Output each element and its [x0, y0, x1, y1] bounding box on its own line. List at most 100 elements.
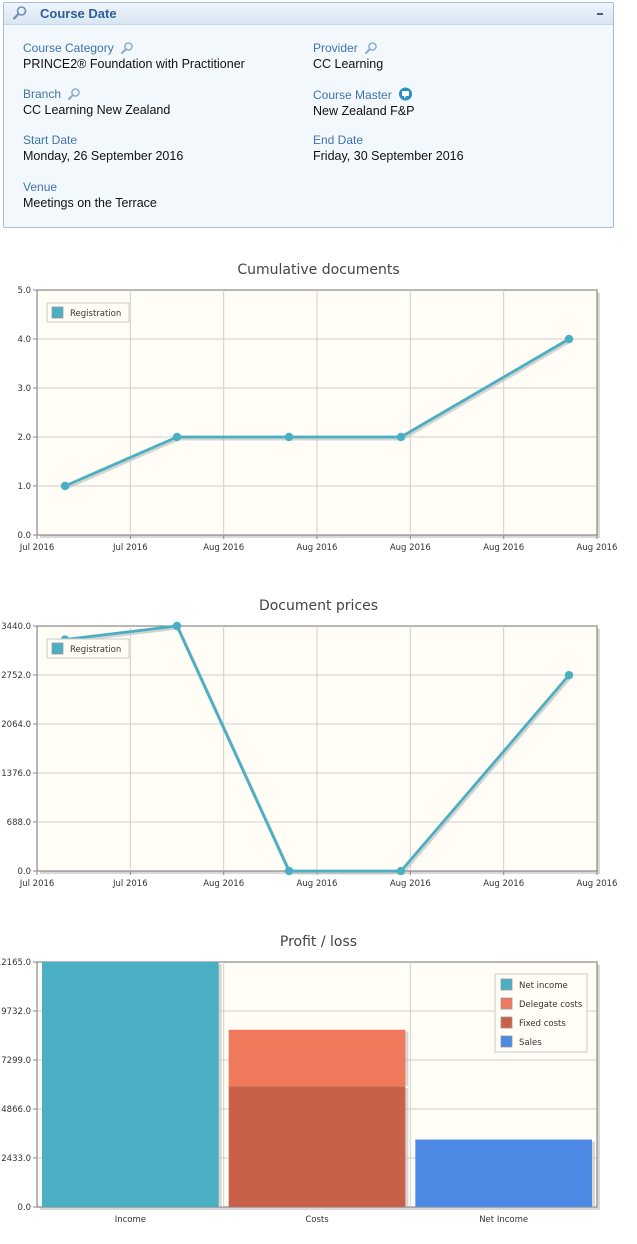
legend: Registration — [46, 638, 130, 659]
venue-value: Meetings on the Terrace — [23, 196, 157, 210]
provider-label: Provider — [313, 40, 358, 55]
venue-field: Venue Meetings on the Terrace — [23, 179, 157, 211]
x-tick-label: Aug 2016 — [297, 879, 338, 889]
profit-loss-chart: 0.0 2433.0 4866.0 7299.0 9732.0 12165.0 Income… — [0, 958, 600, 1225]
chat-bubble-icon[interactable] — [398, 87, 413, 102]
legend-swatch — [500, 1035, 513, 1048]
bar-net-income — [42, 962, 219, 1207]
legend-box — [46, 638, 130, 659]
y-tick-label: 2.0 — [17, 433, 31, 443]
course-date-panel: Course Date Course Category PRINCE2® Fou… — [3, 2, 614, 228]
magnifier-icon[interactable] — [120, 41, 134, 55]
legend-swatch — [51, 642, 64, 655]
cumulative-documents-chart: 0.0 1.0 2.0 3.0 4.0 5.0 Jul 2016 Jul 2016 Aug 20… — [17, 286, 618, 553]
y-tick-label: 12165.0 — [0, 958, 31, 968]
x-tick-label: Aug 2016 — [297, 543, 338, 553]
legend-label: Sales — [519, 1038, 542, 1048]
course-category-label: Course Category — [23, 40, 114, 55]
collapse-button[interactable] — [594, 7, 606, 19]
bar-delegate-costs — [228, 1029, 406, 1087]
x-tick-label: Jul 2016 — [112, 543, 148, 553]
x-tick-label: Aug 2016 — [577, 543, 618, 553]
start-date-field: Start Date Monday, 26 September 2016 — [23, 132, 184, 164]
y-tick-label: 2433.0 — [1, 1154, 31, 1164]
course-master-value: New Zealand F&P — [313, 104, 415, 118]
legend-swatch — [51, 306, 64, 319]
course-master-label: Course Master — [313, 87, 392, 102]
x-tick-label: Jul 2016 — [112, 879, 148, 889]
data-point — [284, 432, 294, 442]
bar-fixed-costs — [228, 1086, 406, 1207]
branch-label: Branch — [23, 86, 62, 101]
panel-title: Course Date — [40, 6, 117, 21]
y-tick-label: 1.0 — [17, 482, 31, 492]
x-tick-label: Net Income — [479, 1215, 528, 1225]
legend: Registration — [46, 302, 130, 323]
x-tick-label: Income — [115, 1215, 146, 1225]
y-tick-label: 3.0 — [17, 384, 31, 394]
panel-header: Course Date — [4, 3, 613, 25]
provider-value: CC Learning — [313, 57, 384, 71]
y-tick-label: 3440.0 — [1, 622, 31, 632]
document-prices-chart: 0.0 688.0 1376.0 2064.0 2752.0 3440.0 Jul 2016… — [1, 621, 618, 889]
x-tick-label: Aug 2016 — [390, 543, 431, 553]
y-tick-label: 688.0 — [7, 818, 31, 828]
magnifier-icon[interactable] — [364, 41, 378, 55]
y-tick-label: 0.0 — [17, 867, 31, 877]
data-point — [172, 432, 182, 442]
branch-field: Branch CC Learning New Zealand — [23, 86, 171, 118]
legend-swatch — [500, 1016, 513, 1029]
legend-label: Net income — [519, 981, 568, 991]
data-point — [564, 334, 574, 344]
legend-label: Registration — [70, 309, 121, 319]
legend-box — [46, 302, 130, 323]
y-tick-label: 0.0 — [17, 1203, 31, 1213]
chart-title-prices: Document prices — [258, 598, 379, 614]
y-tick-label: 7299.0 — [1, 1056, 31, 1066]
x-tick-label: Aug 2016 — [203, 879, 244, 889]
x-tick-label: Aug 2016 — [577, 879, 618, 889]
magnifier-icon[interactable] — [67, 87, 81, 101]
x-tick-label: Aug 2016 — [203, 543, 244, 553]
y-tick-label: 9732.0 — [1, 1007, 31, 1017]
legend-label: Fixed costs — [519, 1019, 566, 1029]
end-date-label: End Date — [313, 132, 364, 147]
x-tick-label: Aug 2016 — [483, 543, 524, 553]
end-date-value: Friday, 30 September 2016 — [313, 149, 464, 163]
legend-swatch — [500, 997, 513, 1010]
y-tick-label: 2064.0 — [1, 720, 31, 730]
chart-title-cumulative: Cumulative documents — [237, 262, 400, 278]
data-point — [172, 621, 182, 631]
venue-label: Venue — [23, 179, 58, 194]
bar-sales — [415, 1139, 592, 1207]
start-date-label: Start Date — [23, 132, 78, 147]
data-point — [396, 866, 406, 876]
data-point — [284, 866, 294, 876]
y-tick-label: 1376.0 — [1, 769, 31, 779]
data-point — [396, 432, 406, 442]
x-tick-label: Aug 2016 — [390, 879, 431, 889]
end-date-field: End Date Friday, 30 September 2016 — [313, 132, 464, 164]
chart-title-profit: Profit / loss — [279, 934, 358, 950]
start-date-value: Monday, 26 September 2016 — [23, 149, 184, 163]
branch-value: CC Learning New Zealand — [23, 103, 171, 117]
legend-swatch — [500, 978, 513, 991]
x-tick-label: Aug 2016 — [483, 879, 524, 889]
search-icon[interactable] — [12, 5, 28, 26]
course-category-value: PRINCE2® Foundation with Practitioner — [23, 57, 245, 71]
provider-field: Provider CC Learning — [313, 40, 384, 72]
x-tick-label: Costs — [305, 1215, 329, 1225]
y-tick-label: 2752.0 — [1, 671, 31, 681]
y-tick-label: 0.0 — [17, 531, 31, 541]
x-tick-label: Jul 2016 — [19, 543, 55, 553]
data-point — [564, 670, 574, 680]
x-tick-label: Jul 2016 — [19, 879, 55, 889]
course-category-field: Course Category PRINCE2® Foundation with… — [23, 40, 245, 72]
y-tick-label: 4866.0 — [1, 1105, 31, 1115]
data-point — [60, 481, 70, 491]
y-tick-label: 5.0 — [17, 286, 31, 296]
y-tick-label: 4.0 — [17, 335, 31, 345]
legend-label: Delegate costs — [519, 1000, 583, 1010]
course-master-field: Course Master New Zealand F&P — [313, 87, 414, 118]
legend-label: Registration — [70, 645, 121, 655]
